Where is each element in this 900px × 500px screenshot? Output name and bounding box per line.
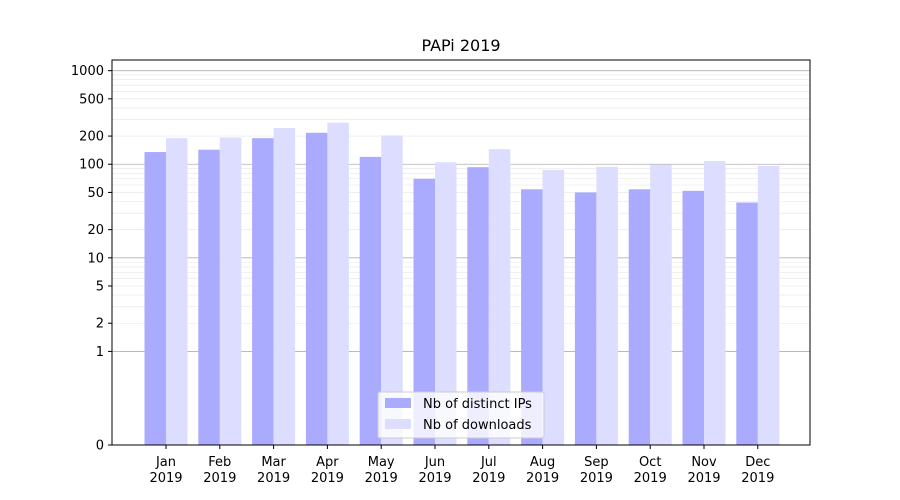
bar bbox=[574, 192, 597, 445]
x-tick-label-year: 2019 bbox=[580, 471, 613, 486]
bar bbox=[542, 169, 565, 445]
plot-frame bbox=[111, 59, 811, 446]
x-tick-label-year: 2019 bbox=[365, 471, 398, 486]
x-tick-label-month: Apr bbox=[316, 455, 339, 470]
bar bbox=[736, 202, 758, 445]
x-tick-label-year: 2019 bbox=[634, 471, 667, 486]
bar bbox=[628, 189, 651, 445]
legend-swatch-downloads bbox=[385, 419, 411, 429]
bar bbox=[273, 127, 296, 446]
x-tick-label-year: 2019 bbox=[149, 471, 182, 486]
bar bbox=[252, 138, 274, 446]
y-tick-label: 1 bbox=[96, 345, 104, 360]
x-tick-label-month: May bbox=[368, 455, 395, 470]
x-tick-label-year: 2019 bbox=[687, 471, 720, 486]
x-tick-label-month: Sep bbox=[584, 455, 609, 470]
bar bbox=[757, 165, 780, 445]
y-tick-label: 5 bbox=[96, 280, 104, 295]
bar bbox=[144, 152, 166, 445]
x-tick-label-year: 2019 bbox=[203, 471, 236, 486]
bar bbox=[413, 178, 435, 446]
x-tick-label-year: 2019 bbox=[472, 471, 505, 486]
bar bbox=[305, 132, 328, 445]
bar bbox=[435, 162, 457, 446]
bar bbox=[359, 156, 382, 446]
x-tick-label-year: 2019 bbox=[741, 471, 774, 486]
x-tick-label-month: Dec bbox=[745, 455, 770, 470]
x-tick-label-month: Jan bbox=[155, 455, 176, 470]
x-tick-label-month: Feb bbox=[208, 455, 231, 470]
legend-box bbox=[377, 391, 545, 439]
x-tick-label-month: Jun bbox=[424, 455, 445, 470]
legend-label-ips: Nb of distinct IPs bbox=[423, 397, 532, 412]
y-tick-label: 2 bbox=[96, 317, 104, 332]
x-tick-label-year: 2019 bbox=[257, 471, 290, 486]
legend-label-downloads: Nb of downloads bbox=[423, 418, 532, 433]
bar bbox=[521, 189, 543, 445]
bar bbox=[381, 135, 403, 445]
y-tick-label: 50 bbox=[87, 186, 104, 201]
x-tick-label-month: Oct bbox=[639, 455, 661, 470]
y-tick-label: 10 bbox=[87, 251, 104, 266]
x-axis: Jan2019Feb2019Mar2019Apr2019May2019Jun20… bbox=[149, 445, 774, 486]
chart-title: PAPi 2019 bbox=[421, 36, 500, 55]
y-tick-label: 20 bbox=[87, 223, 104, 238]
y-tick-label: 100 bbox=[79, 158, 104, 173]
x-tick-label-year: 2019 bbox=[526, 471, 559, 486]
bar bbox=[704, 161, 726, 445]
bar bbox=[596, 166, 618, 446]
bars bbox=[144, 122, 780, 446]
bar bbox=[166, 138, 188, 446]
x-tick-label-year: 2019 bbox=[311, 471, 344, 486]
x-tick-label-month: Aug bbox=[530, 455, 555, 470]
legend-swatch-ips bbox=[385, 398, 411, 408]
bar bbox=[650, 164, 672, 445]
x-tick-label-year: 2019 bbox=[418, 471, 451, 486]
y-axis: 0 1 2 5 10 20 50 100 200 500 1000 bbox=[71, 64, 112, 454]
x-tick-label-month: Nov bbox=[691, 455, 717, 470]
y-tick-label: 0 bbox=[96, 439, 104, 454]
x-tick-label-month: Mar bbox=[261, 455, 286, 470]
bar bbox=[488, 149, 511, 445]
legend: Nb of distinct IPs Nb of downloads bbox=[377, 391, 545, 439]
y-tick-label: 500 bbox=[79, 92, 104, 107]
y-tick-label: 1000 bbox=[71, 64, 104, 79]
bar bbox=[327, 122, 349, 446]
bar bbox=[467, 167, 489, 446]
y-tick-label: 200 bbox=[79, 130, 104, 145]
bar bbox=[682, 190, 704, 445]
bar bbox=[198, 149, 220, 445]
x-tick-label-month: Jul bbox=[480, 455, 497, 470]
bar bbox=[219, 137, 242, 446]
